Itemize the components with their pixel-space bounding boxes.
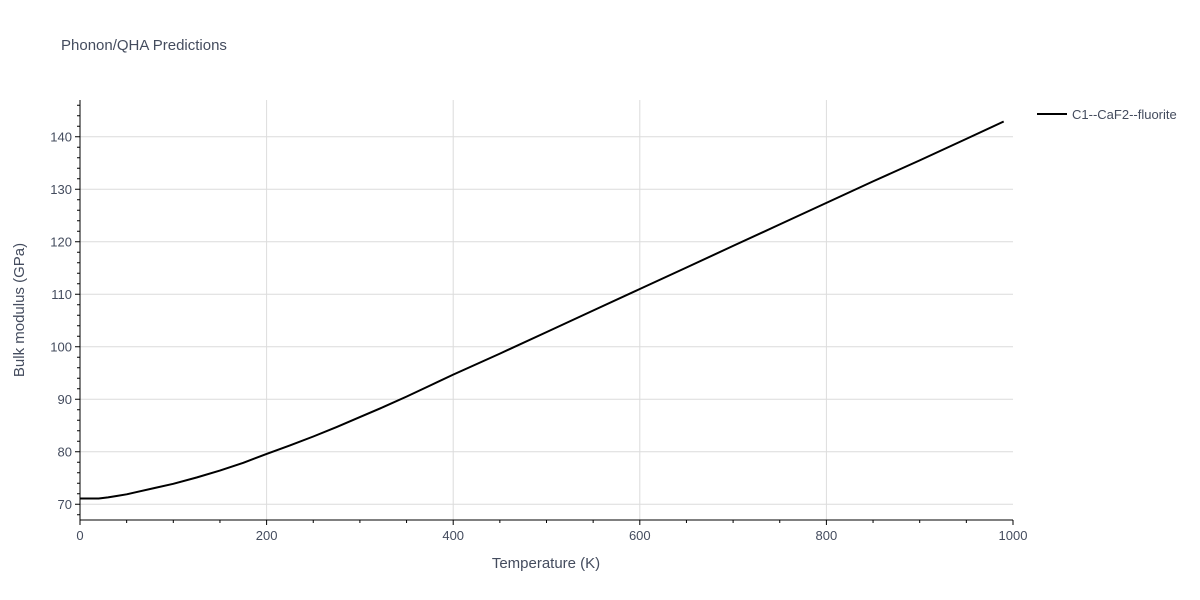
x-tick-label: 200 <box>256 528 278 543</box>
legend[interactable]: C1--CaF2--fluorite <box>1037 107 1177 122</box>
chart-title: Phonon/QHA Predictions <box>61 37 227 54</box>
y-tick-label: 120 <box>50 234 72 249</box>
legend-label: C1--CaF2--fluorite <box>1072 107 1177 122</box>
y-tick-label: 80 <box>58 444 72 459</box>
axes <box>75 100 1014 525</box>
x-tick-label: 0 <box>76 528 83 543</box>
y-tick-label: 110 <box>51 287 72 302</box>
x-tick-label: 400 <box>442 528 464 543</box>
y-axis-title: Bulk modulus (GPa) <box>11 243 28 377</box>
x-axis-title: Temperature (K) <box>492 555 600 572</box>
grid <box>80 100 1013 520</box>
series-line[interactable] <box>80 120 1005 500</box>
tick-labels: 70 80 90 100 110 120 130 140 0 200 400 600 800 1000 <box>50 129 1027 543</box>
series-layer <box>80 120 1005 500</box>
y-tick-label: 100 <box>50 339 72 354</box>
x-tick-label: 800 <box>816 528 838 543</box>
x-tick-label: 600 <box>629 528 651 543</box>
y-tick-label: 70 <box>58 497 72 512</box>
y-tick-label: 90 <box>58 392 72 407</box>
x-tick-label: 1000 <box>999 528 1028 543</box>
y-tick-label: 130 <box>50 182 72 197</box>
y-tick-label: 140 <box>50 129 72 144</box>
